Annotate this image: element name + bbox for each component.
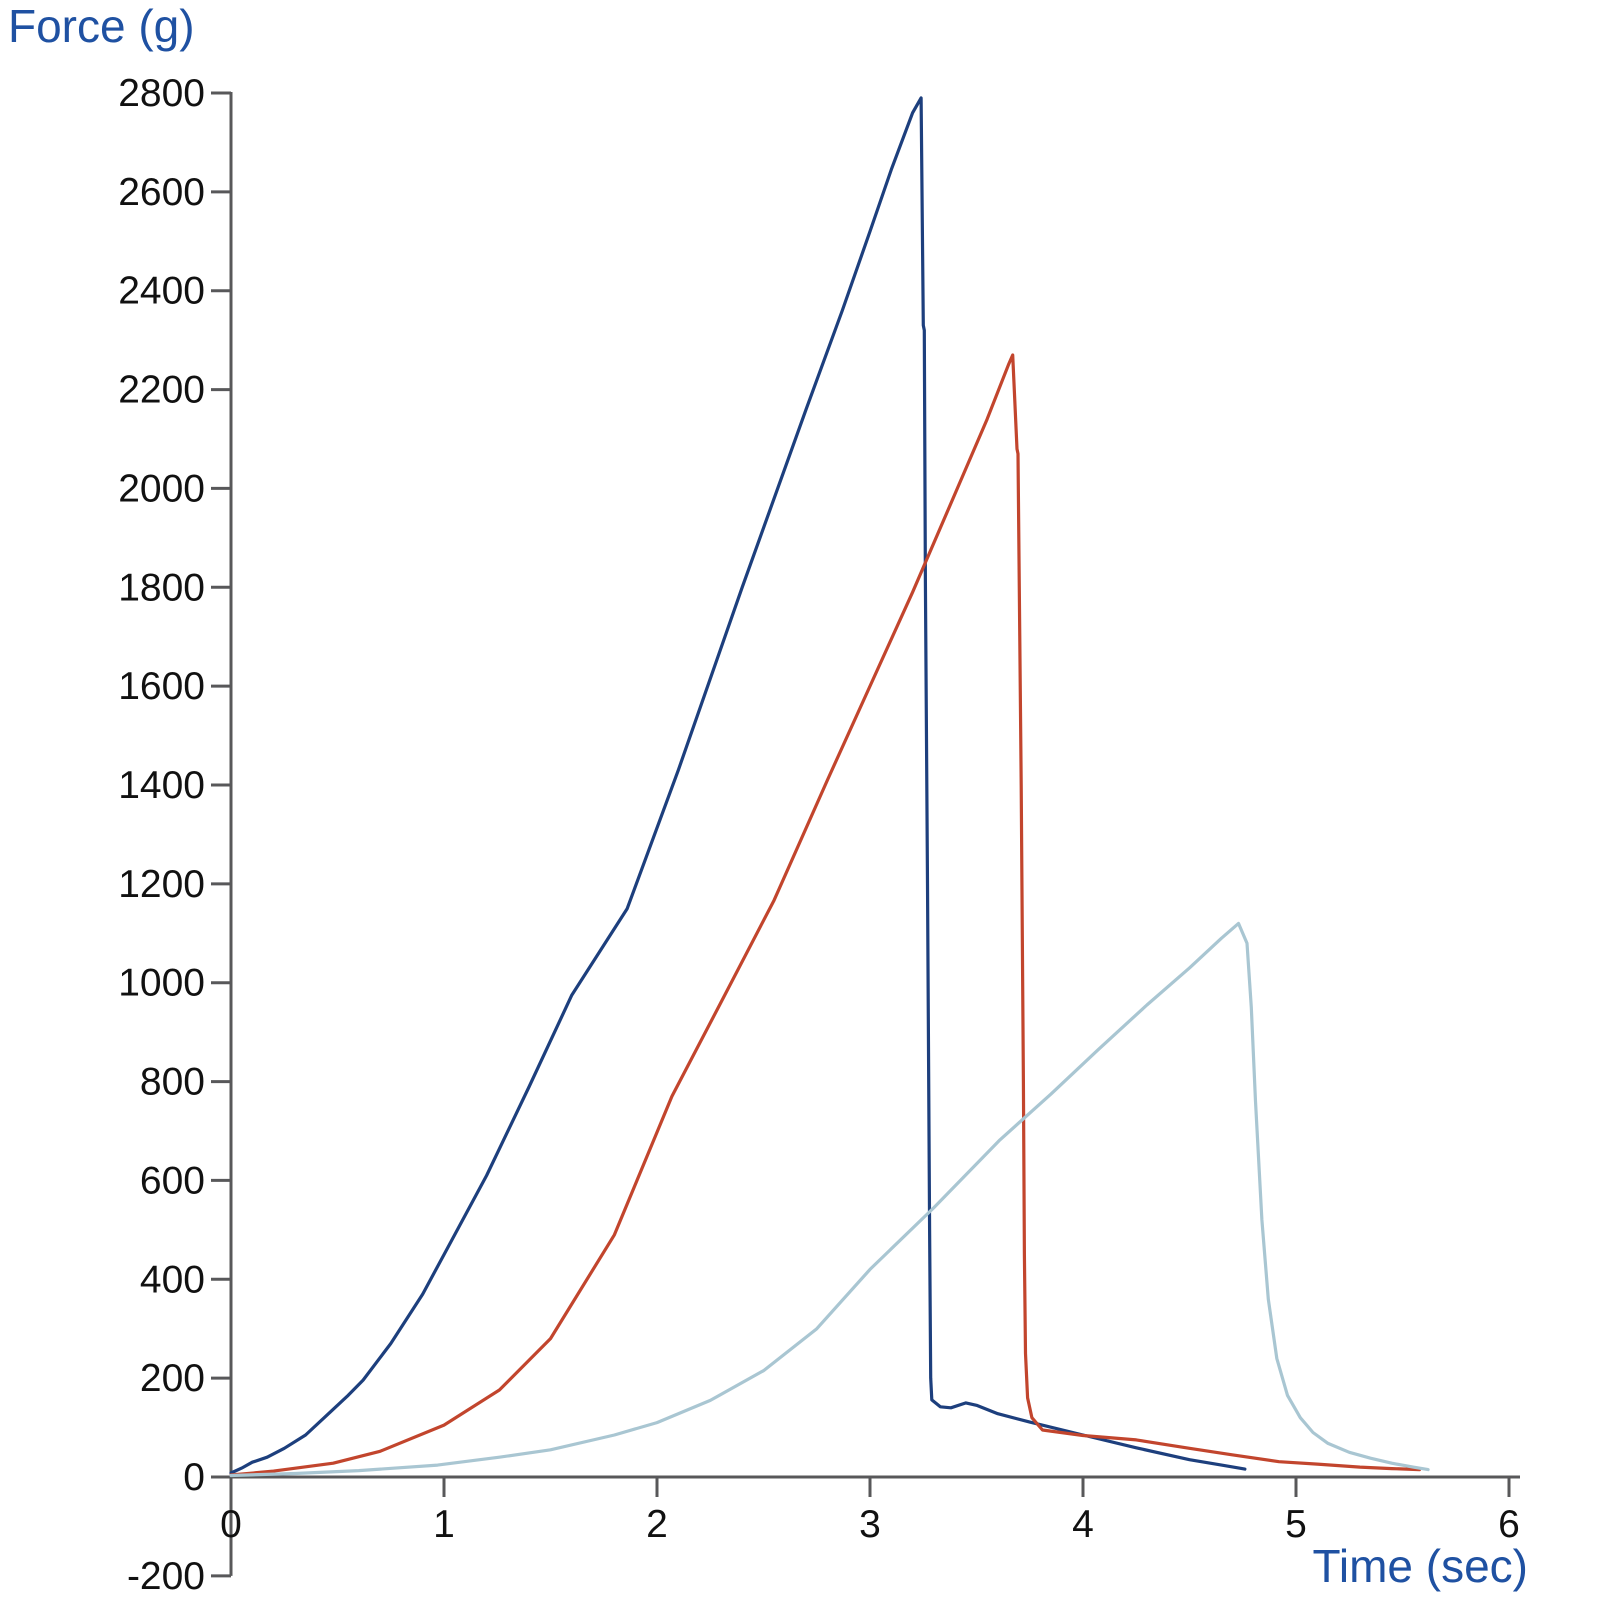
x-axis-title: Time (sec)	[1312, 1540, 1528, 1592]
x-tick-label: 4	[1072, 1503, 1094, 1546]
x-tick-label: 5	[1285, 1503, 1307, 1546]
y-tick-label: -200	[127, 1555, 205, 1598]
x-tick-label: 2	[646, 1503, 668, 1546]
y-tick-label: 1400	[118, 764, 205, 807]
y-tick-label: 2600	[118, 171, 205, 214]
series-red-curve	[229, 353, 1422, 1477]
data-series	[229, 96, 1430, 1478]
axes	[229, 92, 1520, 1576]
tick-labels: -200 0 200 400 600 800 1000 1200 1400 1600 1800 200…	[118, 72, 1520, 1598]
y-tick-label: 2800	[118, 72, 205, 115]
y-tick-label: 2000	[118, 467, 205, 510]
x-tick-label: 1	[433, 1503, 455, 1546]
y-tick-label: 1800	[118, 566, 205, 609]
y-tick-label: 2200	[118, 369, 205, 412]
y-tick-label: 1600	[118, 665, 205, 708]
series-light-blue-curve	[229, 921, 1430, 1478]
y-axis-title: Force (g)	[8, 0, 195, 52]
y-tick-label: 1000	[118, 962, 205, 1005]
x-tick-label: 3	[859, 1503, 881, 1546]
y-tick-label: 200	[140, 1357, 205, 1400]
y-tick-label: 600	[140, 1159, 205, 1202]
x-tick-label: 6	[1498, 1503, 1520, 1546]
series-dark-blue-curve	[229, 96, 1247, 1475]
y-tick-label: 1200	[118, 863, 205, 906]
tick-marks	[211, 91, 1511, 1578]
y-tick-label: 2400	[118, 270, 205, 313]
y-tick-label: 0	[183, 1456, 205, 1499]
y-tick-label: 800	[140, 1061, 205, 1104]
y-tick-label: 400	[140, 1258, 205, 1301]
x-tick-label: 0	[220, 1503, 242, 1546]
